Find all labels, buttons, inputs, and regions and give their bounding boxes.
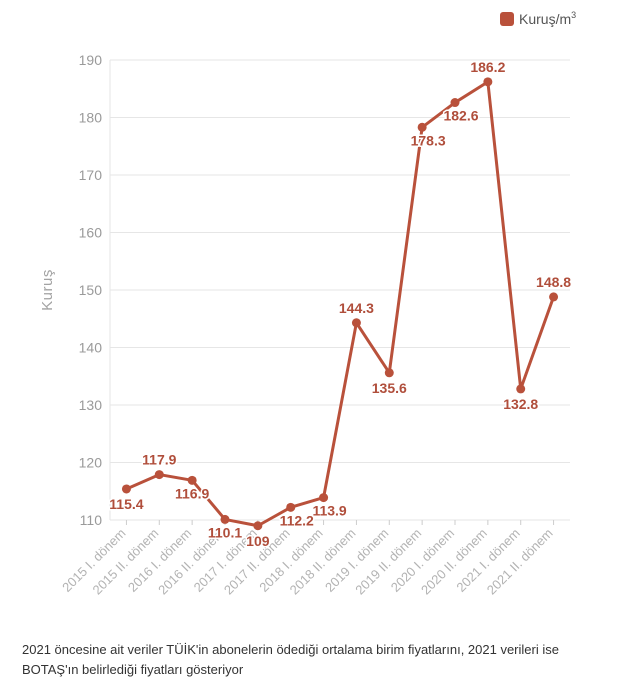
line-chart: 110 120 130 140 150 160 170 180 190 2015 I. döne… (39, 10, 576, 597)
y-tick-label: 170 (79, 167, 103, 183)
y-tick-label: 130 (79, 397, 103, 413)
data-label: 144.3 (339, 300, 374, 316)
data-point[interactable] (351, 318, 361, 328)
y-tick-label: 150 (79, 282, 103, 298)
data-label: 115.4 (109, 496, 143, 512)
data-label: 116.9 (175, 485, 209, 501)
data-point[interactable] (286, 502, 296, 512)
data-point[interactable] (121, 484, 131, 494)
data-point[interactable] (417, 122, 427, 132)
data-label: 186.2 (470, 59, 505, 75)
y-axis-label: Kuruş (39, 269, 56, 311)
data-point[interactable] (154, 470, 164, 480)
y-axis-ticks: 110 120 130 140 150 160 170 180 190 (79, 52, 103, 528)
data-point[interactable] (549, 292, 559, 302)
y-tick-label: 190 (79, 52, 103, 68)
legend[interactable]: Kuruş/m3 (500, 10, 576, 27)
data-point[interactable] (483, 77, 493, 87)
chart-caption: 2021 öncesine ait veriler TÜİK'in abonel… (22, 642, 559, 677)
data-point[interactable] (253, 521, 263, 531)
data-point[interactable] (516, 384, 526, 394)
data-point[interactable] (384, 368, 394, 378)
y-tick-label: 160 (79, 225, 103, 241)
data-point[interactable] (450, 98, 460, 108)
data-label: 109 (246, 533, 270, 549)
grid-lines (109, 59, 570, 521)
data-point[interactable] (187, 475, 197, 485)
data-label: 132.8 (503, 396, 538, 412)
legend-swatch (500, 12, 514, 26)
data-label: 110.1 (208, 524, 242, 540)
y-tick-label: 180 (79, 110, 103, 126)
legend-series-name: Kuruş/m (519, 11, 571, 27)
y-tick-label: 140 (79, 340, 103, 356)
data-point[interactable] (319, 493, 329, 503)
y-tick-label: 110 (80, 512, 103, 528)
data-label: 148.8 (536, 274, 571, 290)
data-label: 112.2 (280, 512, 314, 528)
data-label: 113.9 (312, 503, 346, 519)
data-label: 178.3 (411, 132, 446, 148)
data-label: 135.6 (372, 380, 407, 396)
data-point[interactable] (220, 514, 230, 524)
y-tick-label: 120 (79, 455, 103, 471)
legend-entry: Kuruş/m3 (519, 10, 576, 27)
series-line (125, 80, 555, 528)
data-label: 182.6 (443, 108, 478, 124)
data-label: 117.9 (142, 452, 176, 468)
legend-series-sup: 3 (571, 10, 576, 20)
